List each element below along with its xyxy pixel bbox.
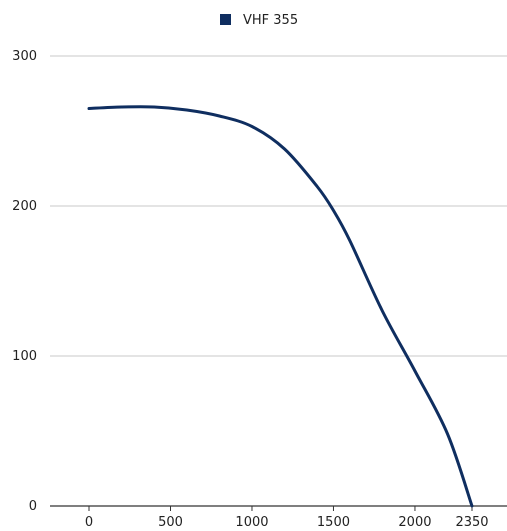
y-tick-label-300: 300 [12,49,37,64]
y-tick-label-200: 200 [12,199,37,214]
y-tick-label-100: 100 [12,349,37,364]
x-tick-label-2000: 2000 [398,515,431,530]
series-line-0 [87,105,474,508]
grid-lines [50,55,507,357]
series-lines [87,105,474,508]
x-axis-tick-labels: 0 500 1000 1500 2000 2350 [85,515,489,530]
legend-label-vhf-355: VHF 355 [243,13,298,28]
x-tick-label-1500: 1500 [317,515,350,530]
x-tick-label-0: 0 [85,515,93,530]
x-tick-label-1000: 1000 [235,515,268,530]
legend: VHF 355 [220,13,298,28]
legend-swatch-vhf-355 [220,14,231,25]
x-tick-label-500: 500 [158,515,183,530]
x-tick-label-2350: 2350 [455,515,488,530]
x-axis [50,505,507,511]
y-axis-tick-labels: 0 100 200 300 [12,49,37,514]
y-tick-label-0: 0 [29,499,37,514]
